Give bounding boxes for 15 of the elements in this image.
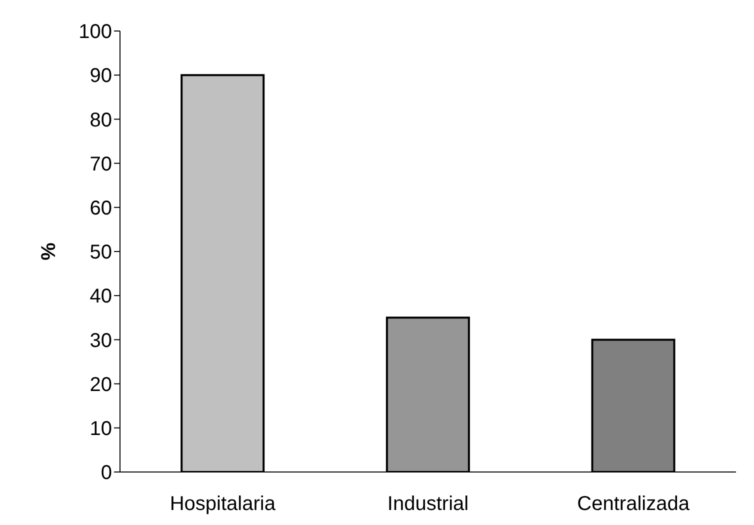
- y-tick-label: 100: [78, 21, 112, 44]
- x-tick-label: Industrial: [387, 493, 469, 516]
- y-tick-label: 50: [90, 242, 112, 264]
- y-tick-label: 80: [90, 109, 112, 132]
- y-tick-label: 70: [90, 153, 112, 176]
- y-axis-title: %: [38, 242, 60, 260]
- y-tick-label: 60: [90, 198, 112, 220]
- y-tick-label: 0: [100, 462, 112, 484]
- x-tick-label: Centralizada: [577, 493, 690, 516]
- x-tick-label: Hospitalaria: [170, 493, 276, 516]
- y-tick-label: 90: [90, 65, 112, 88]
- y-tick-label: 30: [90, 330, 112, 352]
- y-tick-label: 10: [90, 418, 112, 440]
- y-tick-label: 40: [90, 286, 112, 308]
- y-tick-label: 20: [90, 374, 112, 396]
